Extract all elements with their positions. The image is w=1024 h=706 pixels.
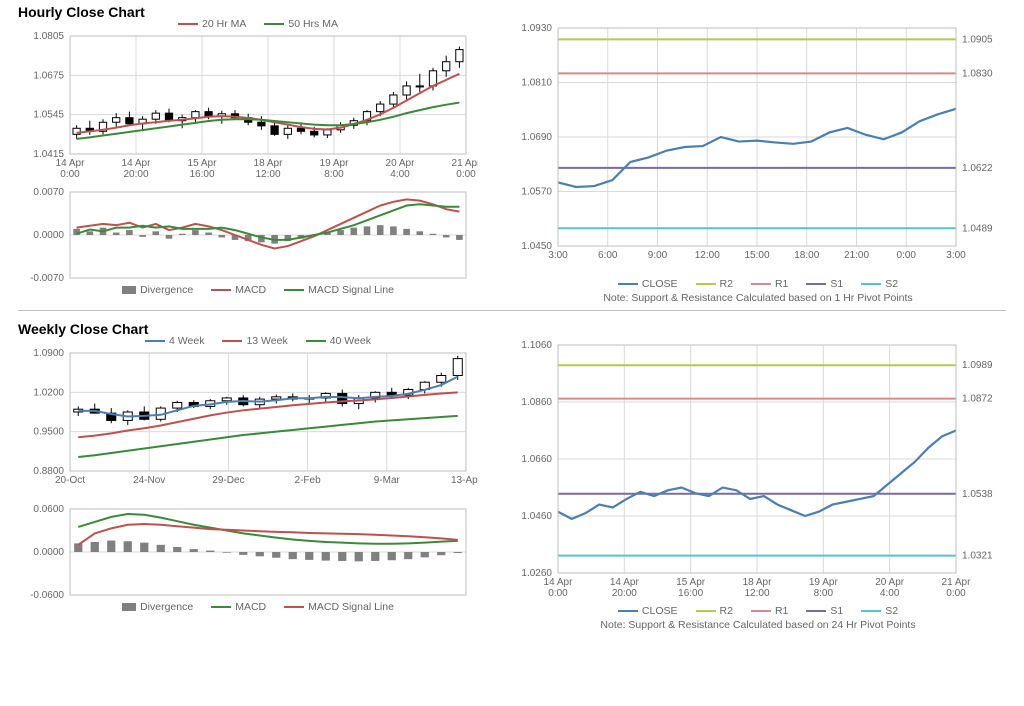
svg-text:1.0200: 1.0200: [33, 387, 64, 398]
svg-text:12:00: 12:00: [255, 169, 280, 180]
hourly-sr-chart: 1.04501.05701.06901.08101.09303:006:009:…: [508, 20, 1008, 280]
weekly-title: Weekly Close Chart: [0, 317, 1024, 337]
svg-text:1.0570: 1.0570: [521, 187, 552, 198]
svg-text:19 Apr: 19 Apr: [809, 577, 839, 588]
panel2-left: 4 Week13 Week40 Week 0.88000.95001.02001…: [0, 337, 508, 631]
svg-text:0:00: 0:00: [946, 588, 966, 599]
hourly-title: Hourly Close Chart: [0, 0, 1024, 20]
svg-text:0.0000: 0.0000: [33, 547, 64, 558]
hourly-sr-legend: CLOSER2R1S1S2: [508, 278, 1008, 290]
svg-text:4:00: 4:00: [390, 169, 410, 180]
svg-text:0.0070: 0.0070: [33, 187, 64, 198]
svg-text:19 Apr: 19 Apr: [320, 158, 350, 169]
svg-text:-0.0600: -0.0600: [30, 590, 64, 601]
hourly-macd-chart: -0.0070 0.0000 0.0070: [18, 186, 478, 286]
svg-text:1.0905: 1.0905: [962, 34, 993, 45]
svg-text:29-Dec: 29-Dec: [212, 475, 244, 486]
weekly-macd-legend: DivergenceMACDMACD Signal Line: [18, 601, 498, 613]
svg-text:14 Apr: 14 Apr: [610, 577, 640, 588]
svg-text:6:00: 6:00: [598, 250, 618, 261]
panel2-right: 1.02601.04601.06601.08601.106014 Apr0:00…: [508, 337, 1018, 631]
hourly-sr-note: Note: Support & Resistance Calculated ba…: [508, 292, 1008, 304]
svg-text:20 Apr: 20 Apr: [386, 158, 416, 169]
svg-text:1.0810: 1.0810: [521, 78, 552, 89]
hourly-price-chart: 1.04151.05451.06751.080514 Apr0:0014 Apr…: [18, 30, 478, 186]
svg-text:0.0600: 0.0600: [33, 504, 64, 515]
svg-text:9:00: 9:00: [648, 250, 668, 261]
panel-divider: [18, 310, 1006, 311]
svg-text:3:00: 3:00: [946, 250, 966, 261]
svg-text:21 Apr: 21 Apr: [942, 577, 972, 588]
weekly-price-chart: 0.88000.95001.02001.090020-Oct24-Nov29-D…: [18, 347, 478, 503]
hourly-macd-legend: DivergenceMACDMACD Signal Line: [18, 284, 498, 296]
svg-text:1.0805: 1.0805: [33, 31, 64, 42]
svg-text:0.0000: 0.0000: [33, 230, 64, 241]
svg-text:9-Mar: 9-Mar: [374, 475, 401, 486]
svg-text:0:00: 0:00: [548, 588, 568, 599]
svg-text:14 Apr: 14 Apr: [122, 158, 152, 169]
svg-text:13-Apr: 13-Apr: [451, 475, 478, 486]
svg-text:15:00: 15:00: [744, 250, 769, 261]
page-root: Hourly Close Chart 20 Hr MA50 Hrs MA 1.0…: [0, 0, 1024, 706]
svg-text:12:00: 12:00: [744, 588, 769, 599]
svg-text:14 Apr: 14 Apr: [56, 158, 86, 169]
svg-text:0:00: 0:00: [60, 169, 80, 180]
svg-text:20 Apr: 20 Apr: [875, 577, 905, 588]
svg-text:1.0860: 1.0860: [521, 397, 552, 408]
svg-text:0.9500: 0.9500: [33, 427, 64, 438]
svg-text:18 Apr: 18 Apr: [254, 158, 284, 169]
svg-text:18:00: 18:00: [794, 250, 819, 261]
svg-text:24-Nov: 24-Nov: [133, 475, 165, 486]
svg-text:1.0321: 1.0321: [962, 551, 993, 562]
panel1-right: 1.04501.05701.06901.08101.09303:006:009:…: [508, 20, 1018, 304]
svg-text:3:00: 3:00: [548, 250, 568, 261]
svg-text:20-Oct: 20-Oct: [55, 475, 85, 486]
svg-text:21 Apr: 21 Apr: [452, 158, 478, 169]
svg-text:16:00: 16:00: [189, 169, 214, 180]
weekly-sr-note: Note: Support & Resistance Calculated ba…: [508, 619, 1008, 631]
svg-text:16:00: 16:00: [678, 588, 703, 599]
hourly-ma-legend: 20 Hr MA50 Hrs MA: [18, 18, 498, 30]
svg-text:1.0460: 1.0460: [521, 511, 552, 522]
svg-text:20:00: 20:00: [123, 169, 148, 180]
weekly-sr-chart: 1.02601.04601.06601.08601.106014 Apr0:00…: [508, 337, 1008, 607]
svg-text:21:00: 21:00: [844, 250, 869, 261]
weekly-ma-legend: 4 Week13 Week40 Week: [18, 335, 498, 347]
svg-text:8:00: 8:00: [814, 588, 834, 599]
svg-text:0:00: 0:00: [456, 169, 476, 180]
svg-text:0:00: 0:00: [897, 250, 917, 261]
svg-text:1.0660: 1.0660: [521, 454, 552, 465]
panel2-row: 4 Week13 Week40 Week 0.88000.95001.02001…: [0, 337, 1024, 631]
svg-text:1.0690: 1.0690: [521, 132, 552, 143]
weekly-sr-legend: CLOSER2R1S1S2: [508, 605, 1008, 617]
svg-text:1.0538: 1.0538: [962, 489, 993, 500]
svg-text:8:00: 8:00: [324, 169, 344, 180]
svg-text:1.0989: 1.0989: [962, 360, 993, 371]
svg-text:15 Apr: 15 Apr: [676, 577, 706, 588]
svg-text:14 Apr: 14 Apr: [544, 577, 574, 588]
svg-text:1.0830: 1.0830: [962, 68, 993, 79]
svg-text:1.0622: 1.0622: [962, 163, 993, 174]
svg-text:12:00: 12:00: [695, 250, 720, 261]
svg-text:1.0675: 1.0675: [33, 70, 64, 81]
svg-text:1.0930: 1.0930: [521, 23, 552, 34]
svg-text:1.0900: 1.0900: [33, 348, 64, 359]
svg-text:20:00: 20:00: [612, 588, 637, 599]
weekly-macd-chart: -0.0600 0.0000 0.0600: [18, 503, 478, 603]
svg-text:1.0545: 1.0545: [33, 110, 64, 121]
svg-text:15 Apr: 15 Apr: [188, 158, 218, 169]
svg-text:4:00: 4:00: [880, 588, 900, 599]
svg-text:-0.0070: -0.0070: [30, 273, 64, 284]
panel1-left: 20 Hr MA50 Hrs MA 1.04151.05451.06751.08…: [0, 20, 508, 304]
svg-text:1.0489: 1.0489: [962, 223, 993, 234]
panel1-row: 20 Hr MA50 Hrs MA 1.04151.05451.06751.08…: [0, 20, 1024, 304]
svg-text:1.0872: 1.0872: [962, 394, 993, 405]
svg-text:2-Feb: 2-Feb: [295, 475, 322, 486]
svg-text:18 Apr: 18 Apr: [743, 577, 773, 588]
svg-text:1.1060: 1.1060: [521, 340, 552, 351]
